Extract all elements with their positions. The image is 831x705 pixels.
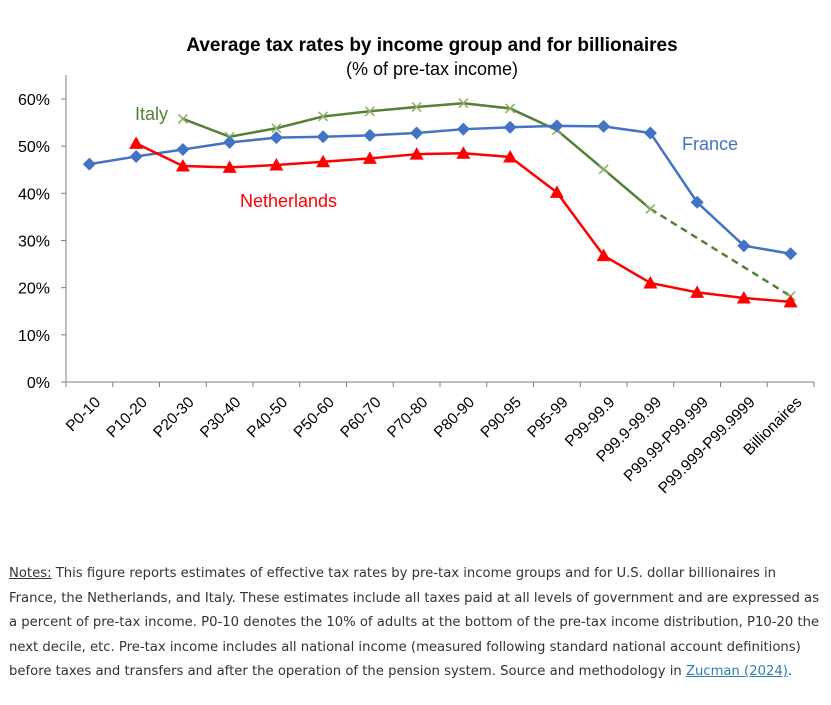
point-france-p99-99-9 [597, 119, 611, 133]
point-france-p99-9-99-99 [643, 126, 657, 140]
series-netherlands [129, 136, 798, 308]
point-netherlands-p90-95 [503, 150, 518, 163]
point-italy-p99-99-9 [598, 164, 609, 175]
x-tick-label-p90-95: P90-95 [478, 394, 525, 441]
point-italy-p20-30 [177, 113, 188, 124]
chart-title: Average tax rates by income group and fo… [186, 35, 677, 56]
x-tick-label-p70-80: P70-80 [384, 394, 432, 442]
x-tick-label-p30-40: P30-40 [197, 394, 245, 442]
x-tick-label-p40-50: P40-50 [244, 394, 292, 442]
point-france-p99-99-p99-999 [690, 195, 704, 209]
point-netherlands-p70-80 [409, 147, 424, 160]
series-line-france [89, 124, 791, 255]
notes-end: . [787, 664, 793, 679]
point-italy-p99-9-99-99 [645, 203, 656, 214]
figure-notes: Notes: This figure reports estimates of … [9, 562, 823, 685]
x-tick-label-p60-70: P60-70 [337, 394, 385, 442]
point-france-p95-99 [550, 119, 564, 133]
point-italy-p50-60 [318, 111, 329, 122]
notes-text: This figure reports estimates of effecti… [9, 566, 820, 679]
x-tick-label-p95-99: P95-99 [524, 394, 571, 441]
series-france [82, 119, 798, 261]
point-netherlands-p95-99 [549, 185, 564, 198]
x-tick-label-p10-20: P10-20 [104, 394, 152, 442]
y-tick-label: 0% [27, 375, 50, 392]
point-netherlands-p20-30 [175, 158, 190, 172]
chart-area: Average tax rates by income group and fo… [18, 35, 815, 497]
line-chart: Average tax rates by income group and fo… [18, 35, 815, 497]
x-tick-label-p99-99-p99-999: P99.99-P99.999 [621, 394, 712, 485]
point-netherlands-p40-50 [269, 158, 284, 171]
x-tick-label-p20-30: P20-30 [150, 394, 198, 442]
y-tick-label: 30% [18, 234, 50, 251]
x-tick-label-p50-60: P50-60 [291, 394, 339, 442]
point-france-p10-20 [129, 150, 143, 164]
point-netherlands-p10-20 [129, 136, 144, 149]
point-france-p0-10 [82, 157, 96, 171]
chart-subtitle: (% of pre-tax income) [346, 59, 518, 79]
point-italy-p90-95 [505, 103, 516, 114]
y-tick-label: 40% [18, 186, 50, 203]
point-italy-p40-50 [271, 123, 282, 134]
point-netherlands-p99-99-9 [596, 248, 611, 262]
series-line-netherlands [135, 142, 791, 304]
point-france-p90-95 [503, 120, 517, 134]
point-netherlands-p80-90 [456, 146, 471, 159]
x-tick-label-p80-90: P80-90 [431, 394, 479, 442]
y-tick-label: 50% [18, 139, 50, 156]
point-france-p99-999-p99-9999 [737, 239, 751, 253]
point-france-p40-50 [269, 131, 283, 145]
source-link[interactable]: Zucman (2024) [685, 664, 788, 679]
point-france-billionaires [784, 247, 798, 261]
y-tick-label: 60% [18, 92, 50, 109]
series-label-netherlands: Netherlands [240, 191, 337, 211]
series-italy [177, 98, 796, 302]
series-dashed-line-italy [649, 207, 792, 298]
point-france-p20-30 [176, 142, 190, 156]
point-netherlands-p99-99-p99-999 [690, 285, 705, 298]
point-france-p30-40 [223, 135, 237, 149]
point-netherlands-billionaires [783, 294, 798, 308]
point-france-p80-90 [456, 122, 470, 136]
series-label-italy: Italy [135, 104, 168, 124]
point-netherlands-p60-70 [362, 151, 377, 164]
point-netherlands-p99-9-99-99 [643, 275, 658, 289]
point-france-p60-70 [363, 128, 377, 142]
notes-label: Notes: [9, 566, 52, 581]
point-italy-p70-80 [411, 101, 422, 113]
series-label-france: France [682, 134, 738, 154]
point-netherlands-p30-40 [222, 160, 237, 173]
point-netherlands-p50-60 [316, 154, 331, 168]
point-italy-p80-90 [458, 98, 469, 109]
y-tick-label: 20% [18, 281, 50, 298]
point-italy-p60-70 [364, 106, 375, 117]
point-france-p70-80 [410, 126, 424, 140]
point-france-p50-60 [316, 130, 330, 144]
y-tick-label: 10% [18, 328, 50, 345]
x-tick-label-p0-10: P0-10 [63, 394, 105, 436]
point-netherlands-p99-999-p99-9999 [736, 291, 751, 304]
